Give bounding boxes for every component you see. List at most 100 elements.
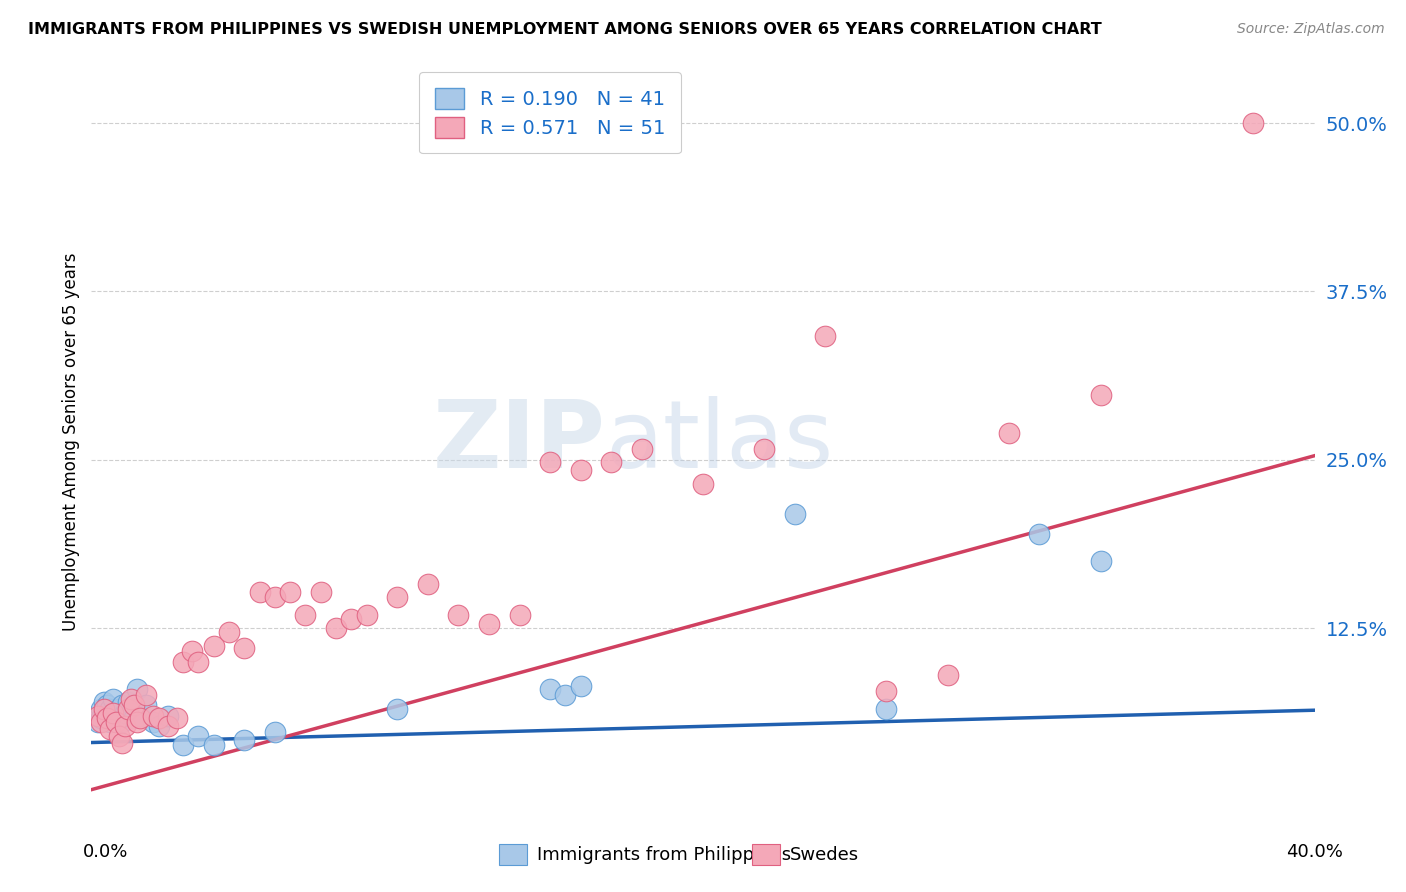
Point <box>554 689 576 703</box>
Point <box>202 738 225 752</box>
Point <box>187 729 209 743</box>
Point <box>356 607 378 622</box>
Point <box>96 708 118 723</box>
Text: ZIP: ZIP <box>432 395 605 488</box>
Point <box>101 708 124 723</box>
Point <box>814 328 837 343</box>
Point <box>569 679 592 693</box>
Point <box>122 711 145 725</box>
Point <box>754 442 776 456</box>
Text: Swedes: Swedes <box>790 846 859 863</box>
Point <box>101 706 124 720</box>
Point <box>104 705 127 719</box>
Point <box>172 738 194 752</box>
Point <box>104 711 127 725</box>
Text: atlas: atlas <box>605 395 834 488</box>
Point <box>98 715 121 730</box>
Text: Immigrants from Philippines: Immigrants from Philippines <box>537 846 792 863</box>
Point <box>692 477 714 491</box>
Text: IMMIGRANTS FROM PHILIPPINES VS SWEDISH UNEMPLOYMENT AMONG SENIORS OVER 65 YEARS : IMMIGRANTS FROM PHILIPPINES VS SWEDISH U… <box>28 22 1102 37</box>
Point <box>156 719 179 733</box>
Point <box>108 729 131 743</box>
Point <box>120 692 142 706</box>
Point <box>166 711 188 725</box>
Point <box>478 617 501 632</box>
Point <box>385 590 409 604</box>
Text: 40.0%: 40.0% <box>1286 843 1343 861</box>
Legend: R = 0.190   N = 41, R = 0.571   N = 51: R = 0.190 N = 41, R = 0.571 N = 51 <box>419 72 681 153</box>
Point <box>96 711 118 725</box>
Point <box>93 702 115 716</box>
Point <box>249 584 271 599</box>
Point <box>172 655 194 669</box>
Point <box>101 692 124 706</box>
Point <box>141 715 163 730</box>
Point <box>181 644 204 658</box>
Point <box>98 702 121 716</box>
Point <box>875 702 898 716</box>
Point <box>114 706 136 720</box>
Point <box>117 702 139 716</box>
Text: Source: ZipAtlas.com: Source: ZipAtlas.com <box>1237 22 1385 37</box>
Point <box>294 607 316 622</box>
Point <box>90 702 112 716</box>
Point <box>1090 388 1112 402</box>
Point <box>1090 554 1112 568</box>
Point <box>108 702 131 716</box>
Y-axis label: Unemployment Among Seniors over 65 years: Unemployment Among Seniors over 65 years <box>62 252 80 631</box>
Point <box>90 715 112 730</box>
Point <box>538 681 561 696</box>
Point <box>122 698 145 712</box>
Point <box>135 698 157 712</box>
Point <box>141 708 163 723</box>
Point <box>936 668 959 682</box>
Point <box>783 507 806 521</box>
Point <box>447 607 470 622</box>
Point <box>93 706 115 720</box>
Point <box>86 708 108 723</box>
Point <box>108 708 131 723</box>
Point <box>129 711 152 725</box>
Point <box>104 715 127 730</box>
Point <box>127 715 149 730</box>
Point <box>218 625 240 640</box>
Point <box>233 732 256 747</box>
Point <box>156 708 179 723</box>
Point <box>416 576 439 591</box>
Text: 0.0%: 0.0% <box>83 843 128 861</box>
Point <box>538 455 561 469</box>
Point <box>114 708 136 723</box>
Point <box>111 735 134 749</box>
Point <box>111 715 134 730</box>
Point <box>325 621 347 635</box>
Point <box>385 702 409 716</box>
Point <box>998 425 1021 440</box>
Point <box>309 584 332 599</box>
Point <box>631 442 654 456</box>
Point <box>233 641 256 656</box>
Point <box>1028 526 1050 541</box>
Point <box>96 698 118 712</box>
Point <box>264 724 287 739</box>
Point <box>509 607 531 622</box>
Point <box>86 715 108 730</box>
Point <box>875 684 898 698</box>
Point <box>569 463 592 477</box>
Point <box>135 689 157 703</box>
Point <box>120 706 142 720</box>
Point <box>129 708 152 723</box>
Point <box>1243 116 1265 130</box>
Point <box>93 695 115 709</box>
Point <box>148 711 170 725</box>
Point <box>98 722 121 736</box>
Point <box>111 698 134 712</box>
Point <box>600 455 623 469</box>
Point <box>340 612 363 626</box>
Point <box>278 584 301 599</box>
Point <box>90 711 112 725</box>
Point <box>114 719 136 733</box>
Point <box>202 639 225 653</box>
Point <box>117 695 139 709</box>
Point <box>127 681 149 696</box>
Point <box>148 719 170 733</box>
